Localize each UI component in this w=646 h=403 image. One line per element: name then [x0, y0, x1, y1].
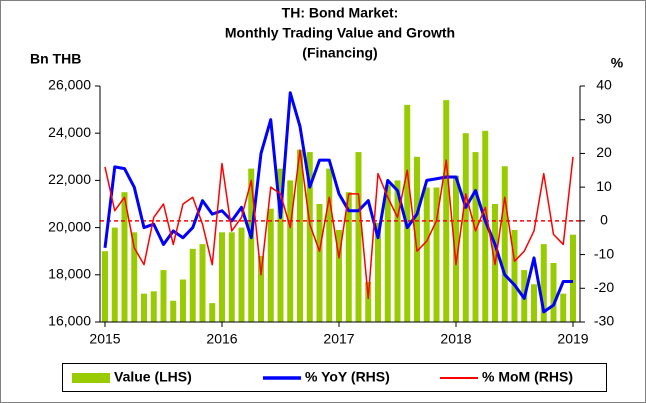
chart-title: Monthly Trading Value and Growth [225, 25, 455, 41]
bar [258, 255, 264, 322]
bar [238, 227, 245, 322]
y2-tick-label: 40 [596, 77, 612, 93]
bar [199, 244, 206, 322]
bar [443, 100, 450, 322]
bar [141, 293, 147, 322]
line-series [104, 149, 574, 300]
bar [501, 166, 508, 322]
bar [394, 180, 401, 322]
bar [228, 232, 235, 322]
bar [131, 232, 138, 322]
bar [345, 192, 352, 322]
x-tick-label: 2019 [557, 331, 588, 347]
y-tick-label: 20,000 [48, 218, 91, 234]
x-tick-label: 2015 [89, 331, 120, 347]
bar [277, 168, 284, 322]
bar [121, 192, 128, 322]
legend-label: Value (LHS) [114, 369, 192, 385]
y-tick-label: 26,000 [48, 77, 91, 93]
bar [355, 152, 362, 322]
bar [531, 284, 537, 322]
bar [423, 187, 430, 322]
bar [267, 208, 274, 322]
y-tick-label: 18,000 [48, 266, 91, 282]
bar [375, 222, 381, 322]
bar [209, 303, 216, 322]
bar [102, 251, 108, 322]
y2-tick-label: 10 [596, 178, 612, 194]
bar [414, 156, 420, 322]
x-tick-label: 2016 [206, 331, 237, 347]
bar [365, 281, 372, 322]
y2-tick-label: 20 [596, 144, 612, 160]
bar [219, 232, 225, 322]
bar [472, 152, 479, 322]
chart-title: (Financing) [302, 45, 377, 61]
legend-label: % YoY (RHS) [305, 369, 390, 385]
bar [560, 293, 567, 322]
bar [287, 180, 294, 322]
chart-title: TH: Bond Market: [282, 5, 399, 21]
x-tick-label: 2018 [440, 331, 471, 347]
y2-tick-label: -30 [594, 313, 614, 329]
x-tick-label: 2017 [323, 331, 354, 347]
bar [180, 279, 186, 322]
bar [111, 227, 118, 322]
bar [482, 130, 489, 322]
bar [336, 229, 342, 322]
y2-tick-label: -20 [594, 279, 614, 295]
bar [550, 263, 557, 322]
y2-tick-label: 0 [600, 212, 608, 228]
line-series [103, 91, 573, 314]
bar [453, 175, 459, 322]
y-tick-label: 16,000 [48, 313, 91, 329]
bar [248, 168, 255, 322]
bar [170, 300, 177, 322]
bar [189, 248, 196, 322]
y2-tick-label: -10 [594, 245, 614, 261]
bar [511, 229, 518, 322]
bar [384, 185, 391, 322]
legend-label: % MoM (RHS) [482, 369, 573, 385]
bar [570, 234, 576, 322]
bar [326, 168, 333, 322]
y-axis-label: Bn THB [30, 51, 81, 67]
bar [540, 244, 547, 322]
bar [306, 152, 313, 322]
bar [150, 291, 157, 322]
bar [160, 270, 167, 322]
bar [316, 204, 323, 322]
y2-axis-label: % [611, 55, 624, 71]
legend-swatch [72, 373, 110, 383]
bar [433, 187, 440, 322]
bar [404, 104, 411, 322]
legend-box [62, 363, 607, 392]
y-tick-label: 22,000 [48, 171, 91, 187]
bar [297, 149, 303, 322]
y2-tick-label: 30 [596, 110, 612, 126]
bar [462, 133, 469, 322]
y-tick-label: 24,000 [48, 124, 91, 140]
